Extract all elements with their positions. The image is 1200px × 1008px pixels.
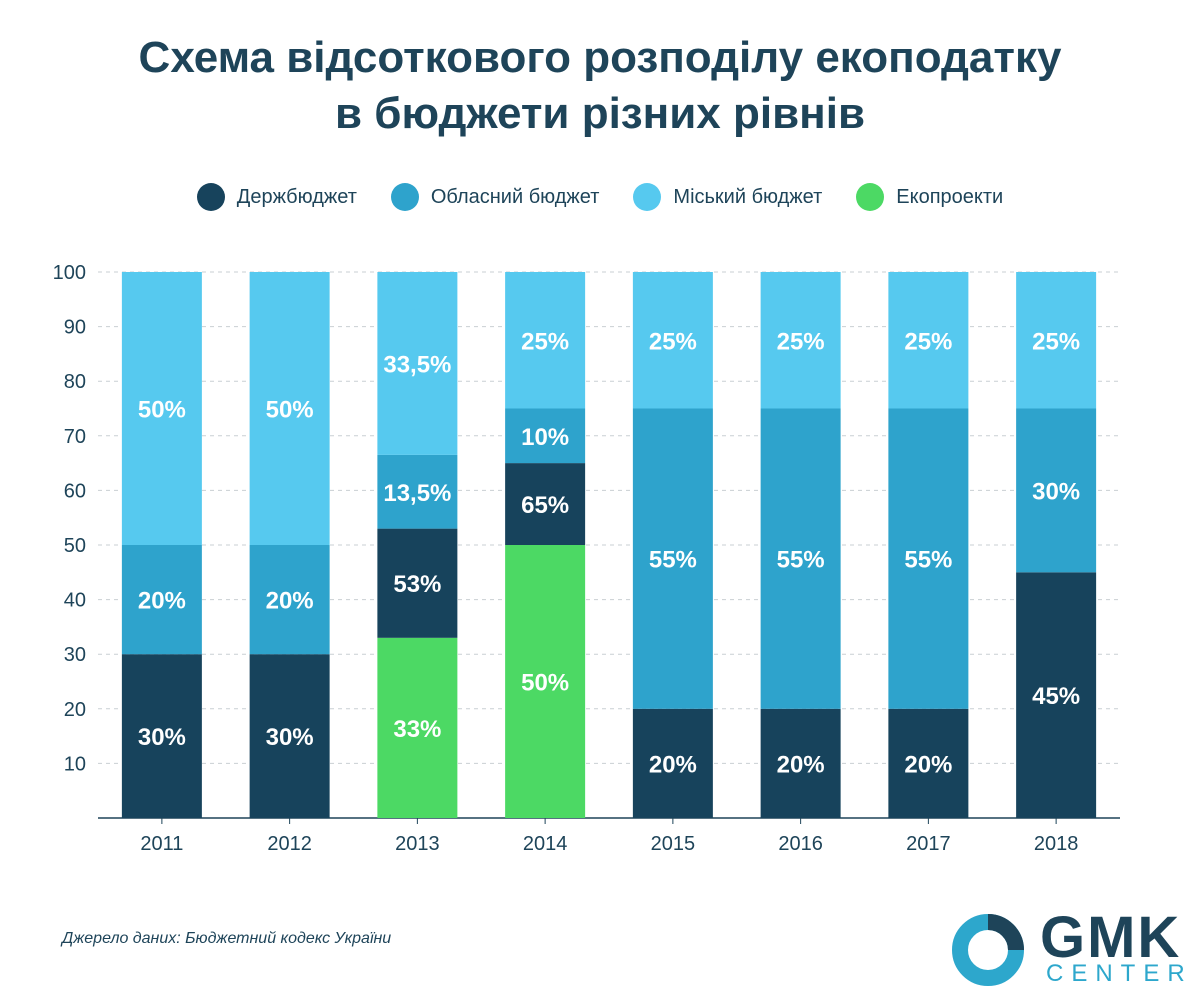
legend-item-derzhbiudzhet: Держбюджет [196, 183, 357, 211]
legend-swatch-oblasnyi-biudzhet [390, 183, 419, 211]
x-tick-label: 2016 [778, 833, 823, 855]
bar-segment [760, 708, 841, 818]
bar-data-label: 25% [649, 328, 697, 355]
bar-segment [1016, 408, 1097, 573]
bar-segment [632, 272, 713, 409]
bar-segment [505, 408, 586, 464]
bar-segment [888, 408, 969, 709]
data-source-note: Джерело даних: Бюджетний кодекс України [62, 930, 392, 947]
chart-title-line-2: в бюджети різних рівнів [335, 89, 865, 138]
bar-data-label: 50% [266, 397, 314, 424]
bar-segment [377, 528, 458, 638]
bar-data-label: 53% [393, 571, 441, 598]
bar-segment [377, 272, 458, 455]
bar-data-label: 20% [904, 751, 952, 778]
legend-item-oblasnyi-biudzhet: Обласний бюджет [390, 183, 600, 211]
x-tick-label: 2018 [1034, 833, 1079, 855]
x-tick-label: 2013 [395, 833, 440, 855]
bar-segment [1016, 572, 1097, 818]
y-tick-label: 40 [64, 590, 86, 612]
gmk-center-logo: GMK CENTER [948, 905, 1185, 990]
bar-segment [632, 408, 713, 709]
bar-data-label: 33% [393, 716, 441, 743]
bar-segment [249, 654, 330, 818]
bar-data-label: 55% [904, 547, 952, 574]
x-tick-label: 2011 [140, 833, 183, 855]
bar-data-label: 55% [777, 547, 825, 574]
chart-title: Схема відсоткового розподілу екоподатку … [0, 30, 1200, 142]
legend-swatch-derzhbiudzhet [196, 183, 225, 211]
stacked-bar-chart: 10 20 30 40 50 60 70 80 90 100 30% 20% 50% 2011 30% 20%… [53, 262, 1120, 855]
bar-data-label: 25% [521, 328, 569, 355]
bar-data-label: 30% [138, 724, 186, 751]
y-tick-label: 70 [64, 426, 86, 448]
y-tick-label: 60 [64, 480, 86, 502]
legend-label-miskyi-biudzhet: Міський бюджет [673, 185, 823, 208]
bar-data-label: 25% [904, 328, 952, 355]
bar-data-label: 30% [266, 724, 314, 751]
logo-sub-text: CENTER [1046, 960, 1193, 987]
bar-segment [121, 272, 202, 545]
legend-label-oblasnyi-biudzhet: Обласний бюджет [430, 185, 600, 208]
bar-segment [377, 454, 458, 529]
y-tick-label: 80 [64, 371, 86, 393]
legend-swatch-ekoproekty [856, 183, 885, 211]
y-tick-label: 90 [64, 317, 86, 339]
bar-data-label: 50% [521, 670, 569, 697]
bar-segment [760, 272, 841, 409]
bar-segment [121, 545, 202, 655]
bar-segment [888, 272, 969, 409]
bar-data-label: 13,5% [383, 480, 451, 507]
bar-data-label: 25% [1032, 328, 1080, 355]
bar-data-label: 20% [777, 751, 825, 778]
y-tick-label: 10 [64, 753, 86, 775]
logo-ring-icon [952, 914, 1024, 986]
y-tick-label: 20 [64, 699, 86, 721]
bar-segment [1016, 272, 1097, 409]
bar-data-label: 65% [521, 492, 569, 519]
bar-segment [377, 637, 458, 818]
bar-data-label: 33,5% [383, 351, 451, 378]
legend-label-ekoproekty: Екопроекти [896, 185, 1004, 208]
y-tick-label: 100 [53, 262, 86, 284]
bar-data-label: 30% [1032, 478, 1080, 505]
bar-data-label: 50% [138, 397, 186, 424]
logo-main-text: GMK [1040, 905, 1182, 970]
legend-item-miskyi-biudzhet: Міський бюджет [633, 183, 822, 211]
y-tick-label: 30 [64, 644, 86, 666]
legend-label-derzhbiudzhet: Держбюджет [236, 185, 357, 208]
bar-data-label: 25% [777, 328, 825, 355]
bar-segment [760, 408, 841, 709]
x-tick-label: 2012 [267, 833, 312, 855]
bar-segment [505, 272, 586, 409]
bar-segment [505, 545, 586, 818]
y-tick-label: 50 [64, 535, 86, 557]
x-tick-label: 2014 [523, 833, 568, 855]
bar-segment [249, 272, 330, 545]
bar-data-label: 20% [266, 588, 314, 615]
bar-data-label: 20% [138, 588, 186, 615]
bar-segment [505, 463, 586, 545]
chart-legend: Держбюджет Обласний бюджет Міський бюдже… [0, 183, 1200, 211]
bar-segment [632, 708, 713, 818]
bar-segment [888, 708, 969, 818]
bar-data-label: 45% [1032, 683, 1080, 710]
bar-data-label: 10% [521, 424, 569, 451]
legend-swatch-miskyi-biudzhet [633, 183, 662, 211]
x-tick-label: 2017 [906, 833, 951, 855]
bar-data-label: 20% [649, 751, 697, 778]
bar-segment [121, 654, 202, 818]
legend-item-ekoproekty: Екопроекти [856, 183, 1003, 211]
chart-title-line-1: Схема відсоткового розподілу екоподатку [138, 33, 1062, 82]
x-tick-label: 2015 [651, 833, 696, 855]
bar-segment [249, 545, 330, 655]
bar-data-label: 55% [649, 547, 697, 574]
